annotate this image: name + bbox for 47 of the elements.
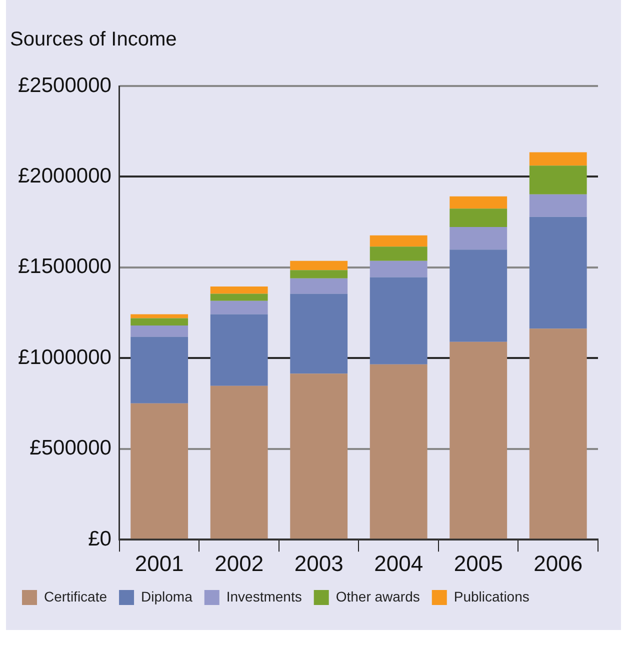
legend-label: Diploma <box>141 588 193 604</box>
bar <box>450 208 508 227</box>
bar <box>130 318 188 326</box>
bar <box>529 328 587 539</box>
chart-title: Sources of Income <box>10 28 177 51</box>
bar <box>130 326 188 337</box>
legend-label: Publications <box>454 588 530 604</box>
bar <box>370 277 428 364</box>
bar <box>370 260 428 278</box>
bar <box>290 260 348 270</box>
bar <box>450 250 508 342</box>
y-tick-label: £1000000 <box>18 346 112 369</box>
y-tick-label: £500000 <box>30 436 112 460</box>
bar <box>370 364 428 539</box>
bar <box>370 246 428 261</box>
y-tick-label: £2500000 <box>18 74 112 97</box>
bar <box>210 286 268 294</box>
bar <box>529 152 587 166</box>
legend-label: Certificate <box>44 588 108 604</box>
bar <box>290 278 348 294</box>
x-tick-label: 2005 <box>454 550 503 576</box>
legend-label: Investments <box>226 588 302 604</box>
bar <box>290 270 348 278</box>
x-tick-label: 2002 <box>214 550 264 576</box>
bar <box>130 403 188 539</box>
bar <box>370 235 428 247</box>
bar <box>130 336 188 404</box>
bar <box>529 216 587 329</box>
bar <box>450 226 508 250</box>
bar <box>210 294 268 301</box>
x-tick-label: 2001 <box>134 550 184 576</box>
x-tick-label: 2004 <box>374 550 424 576</box>
bar <box>210 314 268 386</box>
y-tick-label: £0 <box>88 527 112 550</box>
bar <box>529 194 587 217</box>
bar <box>210 300 268 314</box>
bar <box>290 294 348 374</box>
x-tick-label: 2003 <box>294 550 344 576</box>
legend-label: Other awards <box>336 588 420 604</box>
bar <box>210 386 268 539</box>
bar <box>529 166 587 194</box>
bar <box>290 374 348 539</box>
bar <box>450 342 508 539</box>
x-tick-label: 2006 <box>534 550 583 576</box>
y-tick-label: £1500000 <box>18 255 112 278</box>
bar <box>450 196 508 209</box>
y-tick-label: £2000000 <box>18 164 112 188</box>
